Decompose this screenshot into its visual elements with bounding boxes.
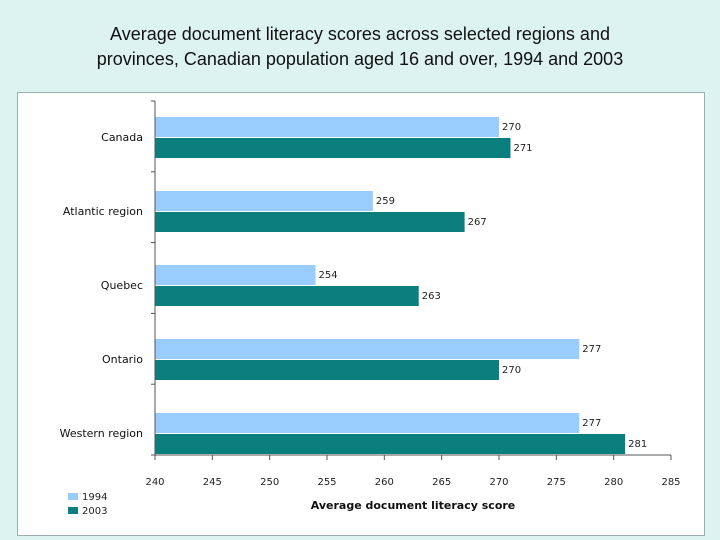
data-label-1994-4: 277: [582, 418, 601, 429]
bar-2003-3: [155, 360, 499, 380]
bar-2003-2: [155, 286, 419, 306]
x-tick-label-9: 285: [661, 477, 680, 488]
category-label-0: Canada: [101, 131, 143, 144]
x-tick-label-3: 255: [317, 477, 336, 488]
data-label-2003-2: 263: [422, 291, 441, 302]
bar-2003-4: [155, 434, 626, 454]
legend-swatch-1994: [68, 493, 78, 500]
data-label-2003-0: 271: [513, 143, 532, 154]
x-tick-label-0: 240: [145, 477, 164, 488]
bar-1994-1: [155, 191, 373, 211]
x-tick-label-8: 280: [604, 477, 623, 488]
chart-panel: 270 271 Canada 259 267 Atlantic region 254 263 Q…: [17, 92, 705, 536]
data-label-1994-3: 277: [582, 344, 601, 355]
data-label-2003-3: 270: [502, 365, 521, 376]
data-label-1994-2: 254: [319, 270, 338, 281]
x-tick-label-6: 270: [489, 477, 508, 488]
chart-title-line-1: Average document literacy scores across …: [110, 24, 610, 44]
bar-chart: 270 271 Canada 259 267 Atlantic region 254 263 Q…: [60, 100, 681, 517]
chart-title: Average document literacy scores across …: [0, 22, 720, 72]
category-label-1: Atlantic region: [63, 205, 143, 218]
category-label-3: Ontario: [102, 353, 143, 366]
legend-label-2003: 2003: [82, 506, 107, 517]
bar-1994-4: [155, 413, 580, 433]
bar-2003-0: [155, 138, 511, 158]
data-label-1994-0: 270: [502, 122, 521, 133]
data-label-1994-1: 259: [376, 196, 395, 207]
data-label-2003-1: 267: [468, 217, 487, 228]
data-label-2003-4: 281: [628, 439, 647, 450]
x-tick-label-1: 245: [203, 477, 222, 488]
x-tick-label-2: 250: [260, 477, 279, 488]
bar-2003-1: [155, 212, 465, 232]
x-tick-label-5: 265: [432, 477, 451, 488]
chart-title-line-2: provinces, Canadian population aged 16 a…: [96, 49, 624, 69]
x-axis-title: Average document literacy score: [311, 499, 516, 512]
legend-label-1994: 1994: [82, 492, 107, 503]
bar-1994-0: [155, 117, 499, 137]
bar-1994-2: [155, 265, 316, 285]
x-tick-label-7: 275: [547, 477, 566, 488]
bar-1994-3: [155, 339, 580, 359]
legend-swatch-2003: [68, 507, 78, 514]
category-label-2: Quebec: [101, 279, 143, 292]
category-label-4: Western region: [60, 427, 143, 440]
x-tick-label-4: 260: [375, 477, 394, 488]
